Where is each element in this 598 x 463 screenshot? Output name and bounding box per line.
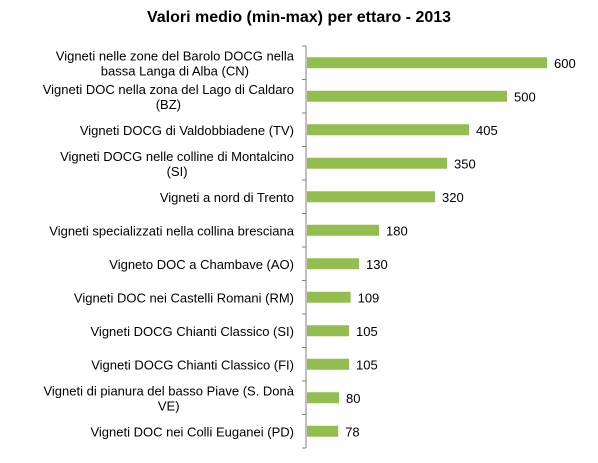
value-label-2: 405 bbox=[476, 123, 498, 138]
category-label-4: Vigneti a nord di Trento bbox=[160, 190, 294, 205]
value-label-3: 350 bbox=[454, 156, 476, 171]
bar-0 bbox=[307, 57, 547, 69]
value-label-8: 105 bbox=[356, 324, 378, 339]
bar-2 bbox=[307, 124, 469, 136]
bar-3 bbox=[307, 157, 447, 169]
bar-11 bbox=[307, 425, 339, 437]
category-label-8: Vigneti DOCG Chianti Classico (SI) bbox=[91, 324, 295, 339]
bar-5 bbox=[307, 224, 379, 236]
value-label-10: 80 bbox=[346, 391, 360, 406]
bar-7 bbox=[307, 291, 351, 303]
category-label-2: Vigneti DOCG di Valdobbiadene (TV) bbox=[80, 123, 294, 138]
bar-10 bbox=[307, 392, 339, 404]
value-label-4: 320 bbox=[442, 190, 464, 205]
bar-4 bbox=[307, 191, 435, 203]
value-label-0: 600 bbox=[554, 56, 576, 71]
chart-title: Valori medio (min-max) per ettaro - 2013 bbox=[146, 9, 452, 26]
value-label-5: 180 bbox=[386, 223, 408, 238]
category-label-0: Vigneti nelle zone del Barolo DOCG nella… bbox=[56, 48, 295, 78]
value-label-7: 109 bbox=[358, 290, 380, 305]
bar-1 bbox=[307, 90, 507, 102]
bar-6 bbox=[307, 258, 359, 270]
value-label-11: 78 bbox=[345, 424, 359, 439]
category-label-9: Vigneti DOCG Chianti Classico (FI) bbox=[91, 357, 294, 372]
category-label-7: Vigneti DOC nei Castelli Romani (RM) bbox=[74, 290, 294, 305]
category-label-11: Vigneti DOC nei Colli Euganei (PD) bbox=[90, 424, 294, 439]
category-label-10: Vigneti di pianura del basso Piave (S. D… bbox=[43, 383, 294, 413]
bar-8 bbox=[307, 325, 349, 337]
category-label-5: Vigneti specializzati nella collina bres… bbox=[49, 223, 295, 238]
bar-9 bbox=[307, 358, 349, 370]
value-label-1: 500 bbox=[514, 89, 536, 104]
category-label-3: Vigneti DOCG nelle colline di Montalcino… bbox=[60, 149, 294, 179]
value-label-9: 105 bbox=[356, 357, 378, 372]
category-label-6: Vigneto DOC a Chambave (AO) bbox=[109, 257, 294, 272]
category-label-1: Vigneti DOC nella zona del Lago di Calda… bbox=[43, 82, 294, 112]
value-label-6: 130 bbox=[366, 257, 388, 272]
